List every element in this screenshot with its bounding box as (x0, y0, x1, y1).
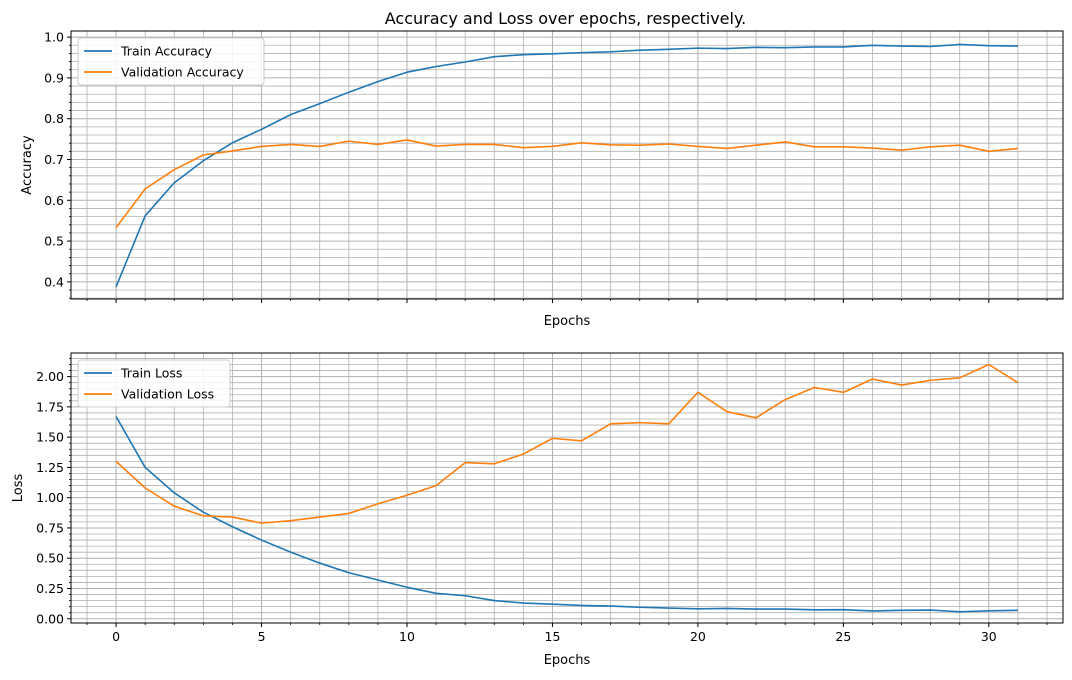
loss-series-line-validation (115, 363, 1019, 524)
accuracy-axes-frame (70, 30, 1064, 300)
accuracy-ytick-label: 0.5 (44, 234, 64, 249)
accuracy-legend-entry: Train Accuracy (120, 44, 213, 59)
accuracy-ytick-label: 0.9 (44, 70, 64, 85)
loss-ytick-label: 0.75 (36, 520, 64, 535)
loss-xtick-label: 5 (258, 629, 266, 644)
loss-series-line-train (115, 416, 1018, 613)
accuracy-ytick-label: 0.4 (44, 274, 64, 289)
loss-legend-entry: Train Loss (120, 366, 182, 381)
loss-legend-box (77, 359, 231, 408)
accuracy-ylabel: Accuracy (20, 135, 35, 195)
loss-ytick-label: 0.00 (36, 611, 64, 626)
loss-ytick-label: 1.00 (36, 490, 64, 505)
loss-xtick-label: 30 (981, 629, 997, 644)
loss-ytick-label: 2.00 (36, 369, 64, 384)
accuracy-ytick-label: 1.0 (44, 30, 64, 45)
loss-xtick-label: 20 (690, 629, 706, 644)
accuracy-ytick-label: 0.7 (44, 152, 64, 167)
loss-ytick-label: 1.25 (36, 460, 64, 475)
accuracy-xlabel: Epochs (544, 314, 591, 329)
accuracy-series-line-validation (115, 139, 1018, 229)
loss-xtick-label: 25 (835, 629, 851, 644)
loss-ylabel: Loss (11, 474, 26, 503)
accuracy-legend-entry: Validation Accuracy (121, 65, 244, 80)
loss-axes-frame (70, 352, 1064, 624)
accuracy-ytick-label: 0.8 (44, 111, 64, 126)
loss-ytick-label: 1.75 (36, 399, 64, 414)
loss-legend-entry: Validation Loss (121, 387, 214, 402)
loss-xtick-label: 15 (545, 629, 561, 644)
loss-xtick-label: 0 (112, 629, 120, 644)
accuracy-panel: 0.4 0.5 0.6 0.7 0.8 0.9 1.0 Epochs Accuracy Train… (20, 30, 1064, 329)
loss-ytick-label: 0.50 (36, 551, 64, 566)
loss-xtick-label: 10 (399, 629, 415, 644)
loss-panel: 0.00 0.25 0.50 0.75 1.00 1.25 1.50 1.75 2.00 0 5 10… (11, 352, 1064, 668)
accuracy-series-line-train (115, 43, 1018, 288)
loss-ytick-label: 0.25 (36, 581, 64, 596)
chart-title: Accuracy and Loss over epochs, respectiv… (385, 9, 746, 28)
loss-xlabel: Epochs (544, 653, 591, 668)
loss-ytick-label: 1.50 (36, 430, 64, 445)
accuracy-legend-box (77, 37, 265, 86)
accuracy-ytick-label: 0.6 (44, 193, 64, 208)
